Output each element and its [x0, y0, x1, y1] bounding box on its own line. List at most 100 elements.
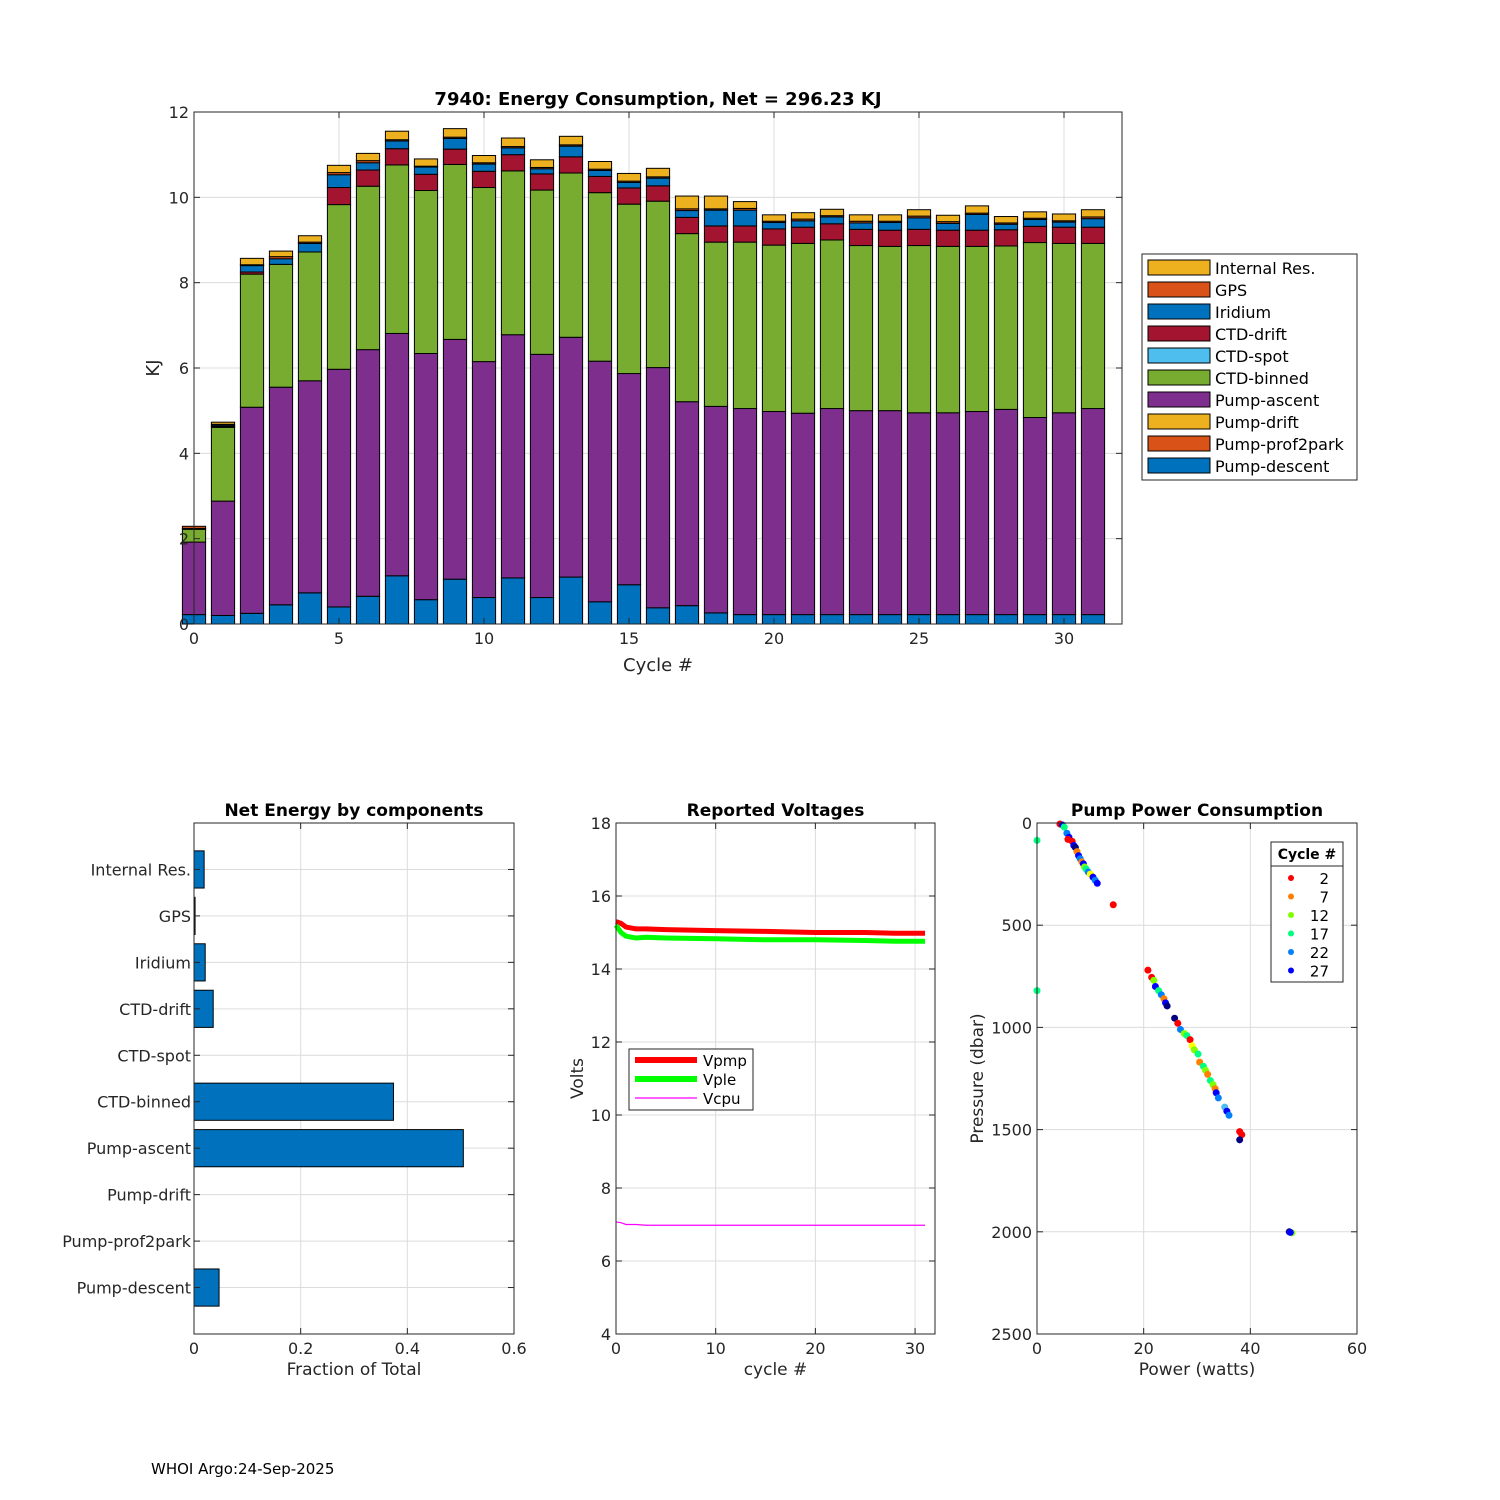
x-tick-label: 0 [611, 1339, 621, 1358]
legend-label: Internal Res. [1215, 259, 1315, 278]
bar-segment-ctd-drift [529, 173, 555, 191]
bar-segment-pump-ascent [297, 380, 323, 594]
legend-swatch [1147, 457, 1211, 474]
bar-segment-internal-res- [239, 257, 265, 266]
bar-segment-iridium [819, 216, 845, 225]
bar-segment-internal-res- [993, 216, 1019, 224]
bar-segment-internal-res- [877, 214, 903, 222]
x-tick-label: 5 [334, 629, 344, 648]
legend-label: Vcpu [703, 1090, 741, 1108]
bar-segment-iridium [355, 162, 381, 171]
scatter-point [1186, 1036, 1194, 1044]
y-axis-label: Pressure (dbar) [968, 1013, 988, 1143]
y-tick-label: Pump-descent [77, 1279, 191, 1298]
legend-label: CTD-drift [1215, 325, 1287, 344]
legend-label: Pump-prof2park [1215, 435, 1345, 454]
x-tick-label: 40 [1240, 1339, 1260, 1358]
bar-segment-ctd-drift [442, 148, 468, 165]
bar [193, 1082, 394, 1121]
bar-segment-pump-descent [1080, 614, 1106, 625]
line-vcpu [615, 1221, 926, 1226]
legend-swatch [1147, 413, 1211, 430]
scatter-point [1093, 879, 1101, 887]
bar-segment-ctd-binned [761, 244, 787, 413]
y-tick-label: 2 [179, 530, 189, 549]
bar-segment-ctd-binned [848, 245, 874, 412]
scatter-point [1286, 1228, 1294, 1236]
scatter-point [1204, 1070, 1212, 1078]
bar-segment-iridium [239, 265, 265, 273]
bar-segment-internal-res- [819, 208, 845, 217]
bar-segment-ctd-drift [1080, 226, 1106, 244]
bar-segment-pump-descent [790, 614, 816, 625]
bar-segment-internal-res- [210, 421, 236, 425]
bar-segment-ctd-binned [268, 263, 294, 388]
bar-segment-pump-descent [848, 614, 874, 625]
y-tick-label: 500 [1001, 916, 1032, 935]
bar-segment-pump-descent [819, 614, 845, 625]
bar-segment-pump-descent [442, 578, 468, 625]
legend-swatch [1147, 259, 1211, 276]
bar-segment-ctd-binned [355, 185, 381, 351]
voltages-chart: 0 10 20 30 4 6 8 10 12 14 16 18 Reported Voltages cyc… [568, 801, 936, 1380]
bar-segment-pump-descent [732, 614, 758, 625]
y-axis-label: Volts [568, 1058, 588, 1099]
bar-segment-pump-ascent [558, 336, 584, 578]
bar-segment-ctd-drift [413, 173, 439, 192]
scatter-point [1144, 966, 1152, 974]
bar-segment-ctd-drift [616, 187, 642, 205]
bar-segment-ctd-binned [964, 245, 990, 413]
legend-swatch [1147, 303, 1211, 320]
bar-segment-pump-ascent [935, 412, 961, 616]
bar-segment-pump-ascent [413, 352, 439, 601]
bar-segment-pump-ascent [906, 412, 932, 616]
bar-segment-internal-res- [616, 172, 642, 182]
bar-segment-pump-ascent [587, 360, 613, 603]
bar-segment-iridium [645, 177, 671, 187]
bar-segment-internal-res- [326, 164, 352, 174]
bar-segment-iridium [964, 213, 990, 231]
bar-segment-internal-res- [529, 159, 555, 168]
bar-segment-pump-ascent [471, 361, 497, 599]
bar-segment-iridium [297, 242, 323, 253]
bar-segment-internal-res- [790, 212, 816, 220]
bar-segment-pump-ascent [1080, 408, 1106, 616]
bar-segment-ctd-binned [877, 245, 903, 412]
chart-title: Reported Voltages [687, 801, 865, 821]
bar-segment-ctd-drift [674, 216, 700, 235]
bar-segment-iridium [529, 168, 555, 175]
legend-marker [1288, 930, 1294, 937]
bar-segment-iridium [616, 181, 642, 189]
bar-segment-pump-descent [355, 595, 381, 625]
bar-segment-ctd-binned [210, 426, 236, 502]
y-tick-label: Iridium [135, 953, 191, 972]
bar-segment-ctd-drift [964, 229, 990, 247]
bar-segment-ctd-drift [906, 228, 932, 247]
bar-segment-internal-res- [1051, 213, 1077, 222]
bar-segment-iridium [906, 217, 932, 230]
y-tick-label: CTD-spot [117, 1046, 191, 1065]
legend-label: Pump-drift [1215, 413, 1299, 432]
axes-box [1036, 822, 1358, 1335]
bar-segment-ctd-drift [587, 175, 613, 194]
bar-segment-pump-ascent [790, 412, 816, 616]
x-tick-label: 15 [619, 629, 639, 648]
y-tick-label: 2500 [991, 1325, 1032, 1344]
bar-segment-pump-ascent [355, 349, 381, 597]
bar-segment-ctd-drift [819, 223, 845, 241]
legend-label: Pump-descent [1215, 457, 1329, 476]
bar-segment-pump-descent [964, 614, 990, 625]
y-tick-label: 0 [1022, 814, 1032, 833]
bar-segment-ctd-drift [935, 229, 961, 247]
bar-segment-pump-descent [877, 614, 903, 625]
legend-box [1270, 841, 1344, 983]
bar-segment-iridium [674, 210, 700, 218]
bar-segment-iridium [471, 163, 497, 172]
y-tick-label: GPS [159, 907, 191, 926]
bar-segment-pump-descent [239, 612, 265, 625]
x-axis-label: Fraction of Total [287, 1360, 422, 1380]
chart-title: Net Energy by components [224, 801, 483, 821]
y-tick-label: Internal Res. [91, 860, 191, 879]
